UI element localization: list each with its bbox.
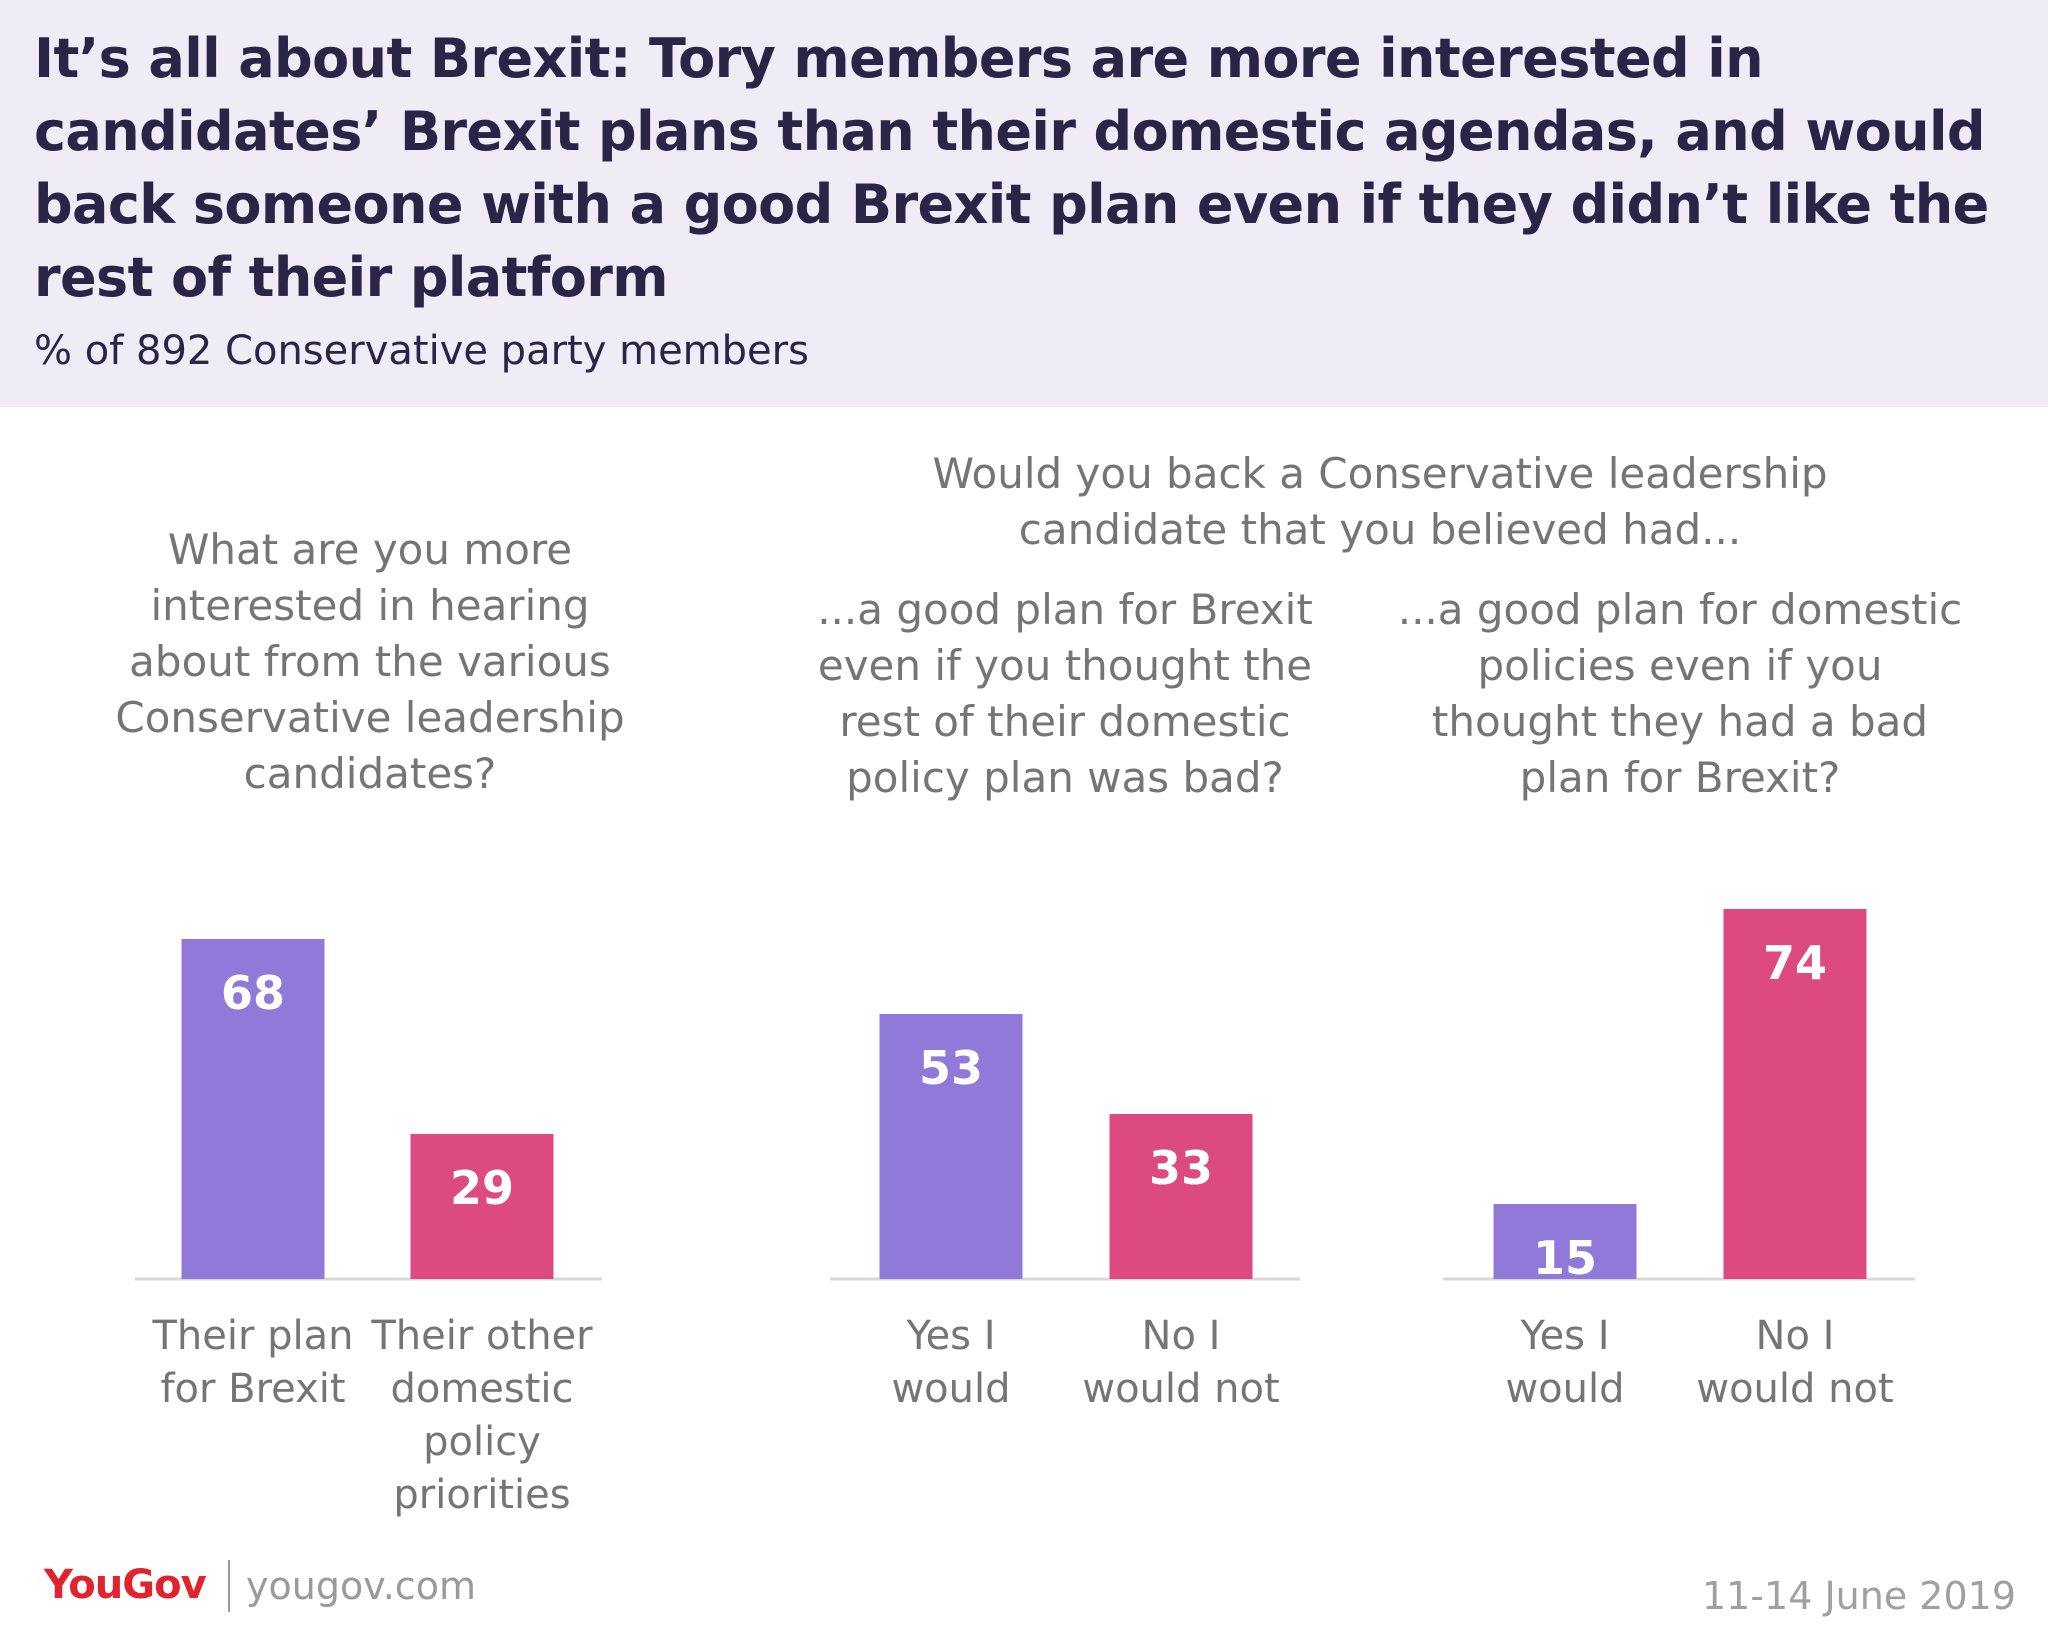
chart-1-bar-1	[181, 939, 325, 1279]
question-1: What are you more interested in hearing …	[115, 525, 625, 798]
chart-1-category-label-1: Their plan for Brexit	[151, 1313, 353, 1412]
header: It’s all about Brexit: Tory members are …	[0, 0, 2048, 407]
footer-divider	[228, 1560, 230, 1612]
chart-2-bar-1	[879, 1014, 1023, 1279]
chart-3-bar-2	[1723, 909, 1867, 1279]
footer-date: 11-14 June 2019	[1701, 1574, 2016, 1618]
chart-2-bar-2	[1109, 1114, 1253, 1279]
yougov-logo: YouGov	[44, 1562, 207, 1608]
question-2b: ...a good plan for domestic policies eve…	[1397, 585, 1963, 802]
chart-3-value-label-1: 15	[1533, 1231, 1597, 1285]
chart-2-value-label-2: 33	[1149, 1141, 1213, 1195]
chart-1-value-label-2: 29	[450, 1161, 514, 1215]
question-2a: ...a good plan for Brexit even if you th…	[817, 585, 1313, 802]
chart-1-category-label-2: Their other domestic policy priorities	[370, 1313, 593, 1518]
footer-url: yougov.com	[246, 1564, 476, 1608]
chart-2-value-label-1: 53	[919, 1041, 983, 1095]
chart-1-bar-2	[410, 1134, 554, 1279]
chart-title: It’s all about Brexit: Tory members are …	[34, 27, 1989, 309]
chart-subtitle: % of 892 Conservative party members	[34, 328, 809, 374]
chart-3-bar-1	[1493, 1204, 1637, 1279]
question-2-main: Would you back a Conservative leadership…	[932, 449, 1828, 554]
chart-1-value-label-1: 68	[221, 966, 285, 1020]
chart-3-value-label-2: 74	[1763, 936, 1827, 990]
